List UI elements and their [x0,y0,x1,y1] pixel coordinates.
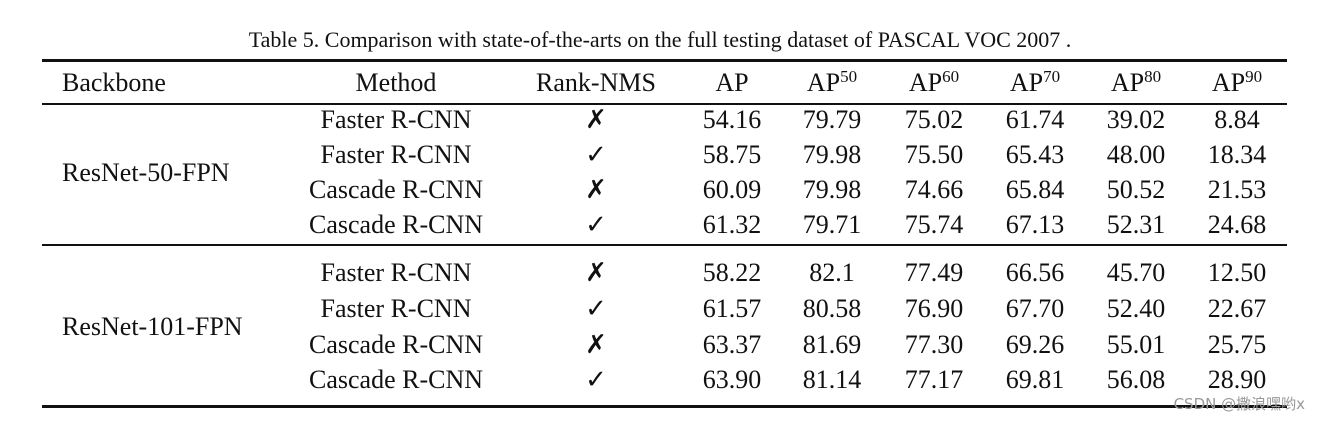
header-cell: AP80 [1111,68,1161,98]
ap-cell: 12.50 [1207,258,1267,287]
header-cell: AP [715,68,748,98]
method-cell: Cascade R-CNN [308,365,484,394]
ap-cell: 58.75 [702,140,762,169]
rank-nms-cell: ✓ [585,140,607,169]
header-superscript: 50 [840,67,858,86]
ap-cell: 79.71 [802,210,862,239]
ap-cell: 65.43 [1005,140,1065,169]
table-caption: Table 5. Comparison with state-of-the-ar… [248,27,1072,52]
ap-cell: 79.98 [802,140,862,169]
header-text: AP [1009,68,1044,97]
header-superscript: 70 [1043,67,1061,86]
header-text: Backbone [62,68,166,97]
ap-cell: 18.34 [1207,140,1267,169]
ap-cell: 52.31 [1106,210,1166,239]
ap-cell: 77.49 [904,258,964,287]
header-text: Method [355,68,437,97]
header-rule [42,103,1287,105]
rank-nms-cell: ✓ [585,294,607,323]
method-cell: Cascade R-CNN [308,330,484,359]
header-superscript: 90 [1245,67,1263,86]
header-cell: Method [356,68,437,98]
method-cell: Faster R-CNN [320,105,472,134]
rank-nms-cell: ✗ [585,330,607,359]
header-cell: AP70 [1010,68,1060,98]
ap-cell: 22.67 [1207,294,1267,323]
ap-cell: 61.57 [702,294,762,323]
header-superscript: 80 [1144,67,1162,86]
ap-cell: 50.52 [1106,175,1166,204]
ap-cell: 60.09 [702,175,762,204]
header-cell: AP90 [1212,68,1262,98]
header-text: AP [806,68,841,97]
ap-cell: 61.32 [702,210,762,239]
ap-cell: 39.02 [1106,105,1166,134]
method-cell: Cascade R-CNN [308,175,484,204]
method-cell: Faster R-CNN [320,140,472,169]
bottom-rule [42,405,1287,408]
backbone-cell: ResNet-101-FPN [62,311,243,341]
ap-cell: 63.37 [702,330,762,359]
ap-cell: 28.90 [1207,365,1267,394]
method-cell: Cascade R-CNN [308,210,484,239]
header-cell: AP60 [909,68,959,98]
ap-cell: 25.75 [1207,330,1267,359]
header-text: AP [1110,68,1145,97]
ap-cell: 45.70 [1106,258,1166,287]
ap-cell: 79.79 [802,105,862,134]
ap-cell: 67.70 [1005,294,1065,323]
ap-cell: 58.22 [702,258,762,287]
rank-nms-cell: ✗ [585,105,607,134]
header-text: Rank-NMS [536,68,656,97]
ap-cell: 65.84 [1005,175,1065,204]
header-text: AP [1211,68,1246,97]
method-cell: Faster R-CNN [320,294,472,323]
rank-nms-cell: ✓ [585,365,607,394]
ap-cell: 77.30 [904,330,964,359]
ap-cell: 75.74 [904,210,964,239]
method-cell: Faster R-CNN [320,258,472,287]
backbone-cell: ResNet-50-FPN [62,157,230,187]
ap-cell: 77.17 [904,365,964,394]
ap-cell: 24.68 [1207,210,1267,239]
header-superscript: 60 [942,67,960,86]
ap-cell: 61.74 [1005,105,1065,134]
ap-cell: 69.26 [1005,330,1065,359]
ap-cell: 67.13 [1005,210,1065,239]
ap-cell: 55.01 [1106,330,1166,359]
ap-cell: 80.58 [802,294,862,323]
ap-cell: 8.84 [1214,105,1260,134]
ap-cell: 56.08 [1106,365,1166,394]
header-cell: Rank-NMS [536,68,656,98]
ap-cell: 48.00 [1106,140,1166,169]
ap-cell: 54.16 [702,105,762,134]
header-text: AP [908,68,943,97]
ap-cell: 81.69 [802,330,862,359]
ap-cell: 75.02 [904,105,964,134]
ap-cell: 76.90 [904,294,964,323]
top-rule [42,59,1287,62]
ap-cell: 75.50 [904,140,964,169]
rank-nms-cell: ✓ [585,210,607,239]
ap-cell: 69.81 [1005,365,1065,394]
ap-cell: 21.53 [1207,175,1267,204]
ap-cell: 66.56 [1005,258,1065,287]
rank-nms-cell: ✗ [585,175,607,204]
header-cell: AP50 [807,68,857,98]
header-cell: Backbone [62,68,166,98]
watermark: CSDN @撒浪嘿哟x [1173,395,1305,413]
ap-cell: 79.98 [802,175,862,204]
header-text: AP [715,68,749,97]
group-rule [42,244,1287,246]
ap-cell: 63.90 [702,365,762,394]
rank-nms-cell: ✗ [585,258,607,287]
ap-cell: 82.1 [809,258,855,287]
ap-cell: 52.40 [1106,294,1166,323]
ap-cell: 81.14 [802,365,862,394]
ap-cell: 74.66 [904,175,964,204]
